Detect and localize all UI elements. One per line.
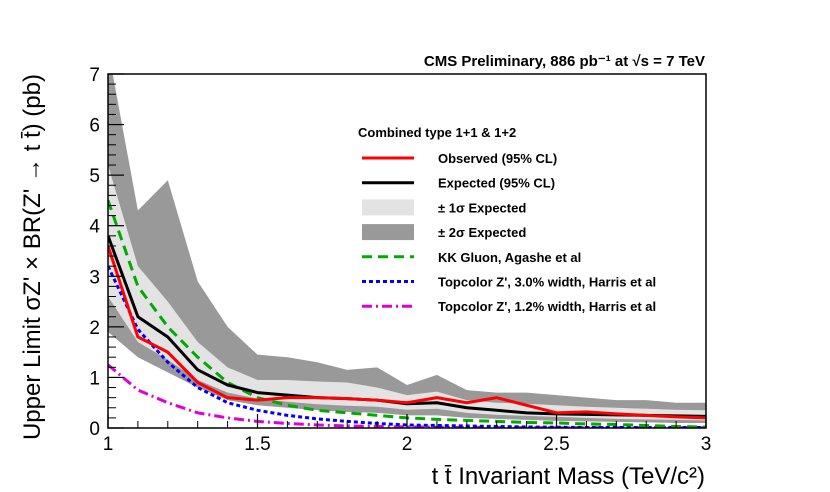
y-axis-label: Upper Limit σZ' × BR(Z' → t t̄) (pb)	[19, 74, 46, 440]
x-tick-label: 1.5	[244, 434, 270, 455]
y-tick-label: 7	[89, 65, 100, 86]
x-axis-label: t t̄ Invariant Mass (TeV/c²)	[432, 463, 705, 490]
legend-observed-label: Observed (95% CL)	[438, 151, 557, 166]
legend-header: Combined type 1+1 & 1+2	[358, 125, 516, 140]
legend-expected-label: Expected (95% CL)	[438, 176, 555, 191]
legend-kk-gluon-label: KK Gluon, Agashe et al	[438, 250, 581, 265]
y-tick-label: 0	[89, 419, 100, 440]
legend-2sigma-swatch	[362, 224, 414, 241]
chart-title: CMS Preliminary, 886 pb⁻¹ at √s = 7 TeV	[424, 53, 705, 70]
observed-line	[108, 245, 706, 420]
y-tick-label: 4	[89, 217, 100, 238]
y-tick-label: 5	[89, 166, 100, 187]
legend-topcolor-1p2pct-label: Topcolor Z', 1.2% width, Harris et al	[438, 299, 656, 314]
x-tick-label: 2	[402, 434, 413, 455]
legend-2sigma-label: ± 2σ Expected	[438, 225, 526, 240]
y-tick-label: 3	[89, 267, 100, 288]
y-tick-label: 6	[89, 116, 100, 137]
legend-1sigma-swatch	[362, 199, 414, 216]
x-tick-label: 1	[103, 434, 114, 455]
x-tick-label: 2.5	[543, 434, 569, 455]
legend: Combined type 1+1 & 1+2 Observed (95% CL…	[358, 125, 656, 314]
x-tick-label: 3	[701, 434, 712, 455]
y-tick-label: 2	[89, 318, 100, 339]
legend-1sigma-label: ± 1σ Expected	[438, 200, 526, 215]
y-tick-label: 1	[89, 368, 100, 389]
legend-topcolor-3pct-label: Topcolor Z', 3.0% width, Harris et al	[438, 275, 656, 290]
